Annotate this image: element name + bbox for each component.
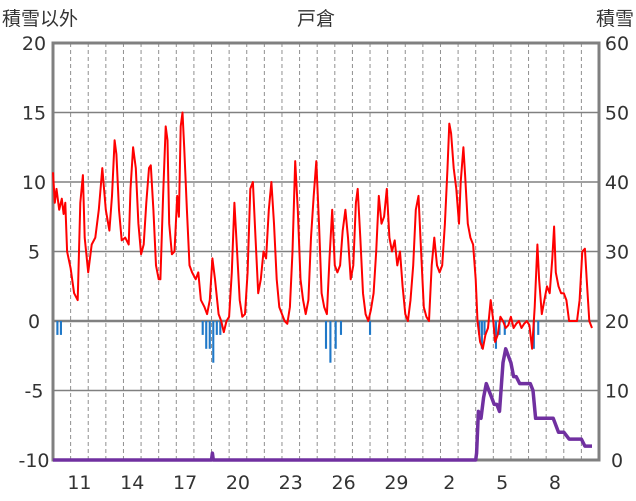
left-tick-label: 10	[22, 172, 46, 194]
right-tick-label: 20	[605, 311, 629, 333]
precipitation-bar	[368, 321, 372, 335]
right-tick-label: 50	[605, 103, 629, 125]
precipitation-bar	[219, 321, 222, 335]
x-axis-ticks: 11 14 17 20 23 26 29 2 5 8	[67, 472, 561, 494]
precipitation-bar	[205, 321, 208, 349]
left-tick-label: 5	[28, 242, 40, 264]
precipitation-bar	[334, 321, 337, 349]
precipitation-bar	[212, 321, 215, 363]
chart-title: 戸倉	[297, 8, 335, 30]
right-tick-label: 10	[605, 381, 629, 403]
right-axis-ticks: 60 50 40 30 20 10 0	[605, 33, 629, 472]
left-axis-label: 積雪以外	[2, 8, 78, 30]
right-tick-label: 0	[611, 450, 623, 472]
right-tick-label: 60	[605, 33, 629, 55]
right-axis-label: 積雪	[596, 8, 634, 30]
left-axis-ticks: 20 15 10 5 0 -5 -10	[18, 33, 49, 472]
temperature-line	[52, 111, 593, 350]
precipitation-bar	[324, 321, 328, 349]
x-tick-label: 11	[67, 472, 91, 494]
x-tick-label: 17	[173, 472, 197, 494]
precipitation-bar	[483, 321, 486, 335]
x-tick-label: 20	[226, 472, 250, 494]
x-tick-label: 14	[120, 472, 144, 494]
right-tick-label: 40	[605, 172, 629, 194]
left-tick-label: 15	[22, 103, 46, 125]
precipitation-bar	[537, 321, 540, 335]
x-tick-label: 5	[496, 472, 508, 494]
precipitation-bar	[480, 321, 483, 349]
left-tick-label: -5	[25, 381, 44, 403]
precipitation-bar	[208, 321, 211, 349]
horizontal-grid	[53, 111, 599, 392]
precipitation-bar	[494, 321, 498, 349]
left-tick-label: 0	[28, 311, 40, 333]
precipitation-bar	[215, 321, 218, 335]
x-tick-label: 8	[549, 472, 561, 494]
x-tick-label: 26	[332, 472, 356, 494]
precipitation-bar	[56, 321, 59, 335]
right-tick-label: 30	[605, 242, 629, 264]
precipitation-bar	[201, 321, 204, 335]
precipitation-bar	[329, 321, 332, 363]
x-tick-label: 2	[443, 472, 455, 494]
x-tick-label: 23	[279, 472, 303, 494]
precipitation-bar	[339, 321, 343, 335]
precipitation-bar	[59, 321, 62, 335]
left-tick-label: 20	[22, 33, 46, 55]
snow-depth-line	[53, 347, 592, 462]
x-tick-label: 29	[384, 472, 408, 494]
left-tick-label: -10	[18, 450, 49, 472]
